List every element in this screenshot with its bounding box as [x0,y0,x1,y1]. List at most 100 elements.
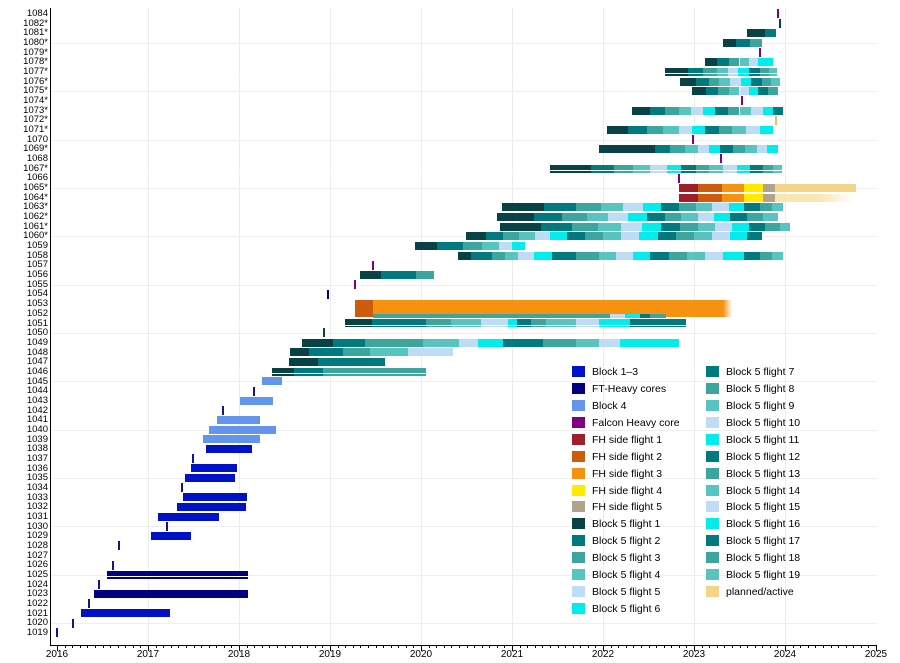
x-minor-tick [777,645,779,648]
flight-segment [759,67,769,76]
flight-segment [684,145,698,154]
flight-segment [508,319,517,328]
flight-segment [757,87,768,96]
flight-segment [550,164,592,173]
booster-bar [0,145,900,154]
flight-segment [621,222,643,231]
flight-segment [716,67,728,76]
booster-bar [0,570,900,579]
x-minor-tick [269,645,271,648]
x-minor-tick [193,645,195,648]
single-flight-tick [72,618,75,628]
flight-segment [772,251,784,260]
y-axis-booster-label: 1061* [23,220,48,232]
booster-bar [0,464,900,473]
x-major-tick [694,645,695,651]
flight-segment [190,464,238,473]
y-axis-booster-label: 1054 [26,288,48,300]
x-minor-tick [640,645,642,648]
flight-segment [422,338,460,347]
legend-label: FH side flight 1 [592,433,663,446]
legend-swatch [706,518,719,530]
flight-segment [697,212,714,221]
legend-label: Block 4 [592,399,627,412]
y-axis-booster-label: 1058 [26,249,48,261]
booster-gridline [51,332,877,334]
x-minor-tick [489,645,491,648]
flight-segment [591,164,614,173]
x-minor-tick [565,645,567,648]
flight-segment [182,493,248,502]
legend-label: Block 5 flight 11 [726,433,800,446]
flight-segment [661,203,680,212]
x-minor-tick [656,645,658,648]
flight-segment [497,212,534,221]
flight-segment [681,212,698,221]
flight-segment [613,164,634,173]
legend-item-col1: Block 5 flight 6 [572,602,722,615]
x-minor-tick [610,645,612,648]
legend-swatch [572,569,585,581]
legend-item-col1: Block 5 flight 1 [572,517,722,530]
x-axis-year-label: 2024 [773,649,797,660]
booster-gridline [51,381,877,383]
x-minor-tick [830,645,832,648]
flight-segment [261,377,282,386]
flight-segment [481,319,509,328]
y-axis-booster-label: 1073* [23,104,48,116]
single-flight-tick [774,115,777,125]
legend-item-col2: Block 5 flight 16 [706,517,856,530]
single-flight-tick [692,135,695,145]
legend-item-col2: Block 5 flight 14 [706,484,856,497]
legend-item-col1: Block 1–3 [572,365,722,378]
flight-segment [575,319,600,328]
flight-segment [516,319,532,328]
y-axis-booster-label: 1020 [26,617,48,629]
x-minor-tick [496,645,498,648]
flight-segment [772,203,784,212]
x-minor-tick [413,645,415,648]
flight-segment [712,232,731,241]
flight-segment [704,58,717,67]
x-axis-line [50,645,877,646]
x-minor-tick [117,645,119,648]
flight-segment [759,251,773,260]
x-minor-tick [792,645,794,648]
flight-segment [566,232,585,241]
legend-label: Block 5 flight 19 [726,569,801,582]
flight-segment [679,203,696,212]
flight-segment [708,145,721,154]
x-minor-tick [762,645,764,648]
bar-split-line [0,576,900,578]
legend-swatch [572,450,585,462]
flight-segment [714,212,731,221]
y-axis-booster-label: 1068 [26,153,48,165]
x-axis-year-label: 2023 [682,649,706,660]
booster-bar [0,425,900,434]
flight-segment [360,270,381,279]
single-flight-tick [322,328,325,338]
single-flight-tick [776,9,779,19]
flight-segment [575,338,600,347]
flight-segment [763,193,775,202]
flight-segment [657,232,676,241]
y-axis-booster-label: 1037 [26,452,48,464]
flight-segment [773,106,784,115]
legend-item-col2: Block 5 flight 9 [706,399,856,412]
flight-segment [586,212,609,221]
x-minor-tick [375,645,377,648]
single-flight-tick [56,628,58,638]
x-minor-tick [527,645,529,648]
legend-label: planned/active [726,586,794,599]
legend-label: FH side flight 5 [592,501,663,514]
flight-segment [633,251,651,260]
flight-segment [723,299,733,317]
legend-swatch [706,450,719,462]
x-minor-tick [398,645,400,648]
booster-bar [0,367,900,376]
single-flight-tick [741,96,744,106]
x-minor-tick [132,645,134,648]
flight-segment [759,125,774,134]
y-axis-booster-label: 1055 [26,278,48,290]
flight-segment [744,183,764,192]
